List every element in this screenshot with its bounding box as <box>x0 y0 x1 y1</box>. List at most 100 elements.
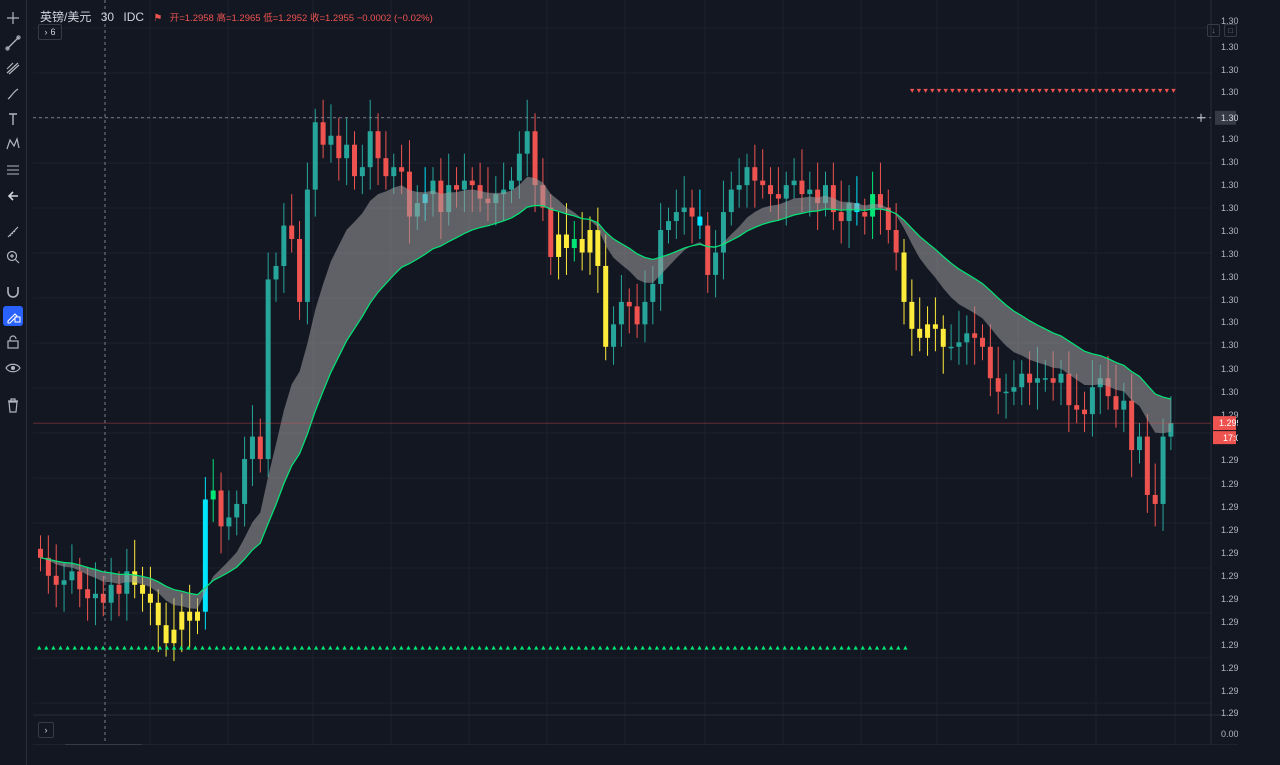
resistance-marker <box>1164 88 1169 93</box>
trend-line-icon[interactable] <box>3 33 23 53</box>
support-marker <box>235 645 241 650</box>
support-marker <box>164 645 170 650</box>
crosshair-icon[interactable] <box>3 8 23 28</box>
countdown-label: 17:07 <box>1223 433 1238 443</box>
zoom-in-icon[interactable] <box>3 247 23 267</box>
candle-body <box>147 593 153 603</box>
candle-body <box>163 625 169 644</box>
support-marker <box>434 645 439 650</box>
support-marker <box>555 645 560 650</box>
candle-body <box>1019 373 1025 388</box>
candle-body <box>728 189 734 213</box>
price-tick-label: 1.3055 <box>1221 134 1238 144</box>
support-marker <box>853 645 858 650</box>
lock-icon[interactable] <box>3 332 23 352</box>
indicators-toggle-button[interactable]: › 6 <box>38 24 62 40</box>
support-marker <box>349 645 354 650</box>
last-price-label: 1.2993 <box>1219 418 1238 428</box>
flag-icon[interactable]: ⚑ <box>153 13 163 24</box>
scroll-down-icon[interactable]: ↓ <box>1207 24 1220 37</box>
resistance-marker <box>990 88 995 93</box>
support-marker <box>427 645 432 650</box>
expand-pane-button[interactable]: › <box>38 722 54 738</box>
support-marker <box>619 645 624 650</box>
candle-body <box>430 180 436 195</box>
support-marker <box>477 645 482 650</box>
support-marker <box>271 645 276 650</box>
support-marker <box>697 645 702 650</box>
resistance-marker <box>1017 88 1022 93</box>
forecast-icon[interactable] <box>3 160 23 180</box>
back-arrow-icon[interactable] <box>3 186 23 206</box>
candle-body <box>909 301 915 329</box>
add-alert-icon <box>1197 113 1205 122</box>
support-marker <box>136 645 141 650</box>
support-marker <box>441 645 447 650</box>
candle-body <box>697 216 703 226</box>
resistance-marker <box>1030 88 1035 93</box>
ruler-icon[interactable] <box>3 222 23 242</box>
support-marker <box>761 645 766 650</box>
support-marker <box>72 645 77 650</box>
candle-body <box>791 180 797 186</box>
candle-body <box>155 602 161 626</box>
support-marker <box>789 645 794 650</box>
candle-body <box>846 203 852 222</box>
eye-icon[interactable] <box>3 358 23 378</box>
symbol-name[interactable]: 英镑/美元 <box>40 10 92 24</box>
pitchfork-icon[interactable] <box>3 58 23 78</box>
candle-body <box>1050 378 1056 383</box>
candle-body <box>618 301 624 325</box>
candle-body <box>744 167 750 186</box>
candle-body <box>85 589 91 599</box>
brush-icon[interactable] <box>3 84 23 104</box>
candle-body <box>1082 409 1088 415</box>
text-icon[interactable] <box>3 109 23 129</box>
candle-body <box>689 207 695 217</box>
support-marker <box>65 645 70 650</box>
price-tick-label: 1.2930 <box>1221 708 1238 718</box>
magnet-icon[interactable] <box>3 281 23 301</box>
support-marker <box>548 645 553 650</box>
candle-body <box>1074 405 1080 410</box>
lock-drawing-icon[interactable] <box>3 306 23 326</box>
price-tick-label: 1.3035 <box>1221 226 1238 236</box>
trash-icon[interactable] <box>3 395 23 415</box>
support-marker <box>583 645 589 650</box>
support-marker <box>37 645 42 650</box>
crosshair-price-label: 1.3061 <box>1221 113 1238 123</box>
candle-body <box>501 189 507 195</box>
support-marker <box>342 645 347 650</box>
candle-body <box>375 131 381 159</box>
pattern-icon[interactable] <box>3 134 23 154</box>
resistance-marker <box>1044 88 1049 93</box>
support-marker <box>782 645 787 650</box>
support-marker <box>313 645 319 650</box>
resistance-marker <box>983 88 989 93</box>
support-marker <box>321 645 326 650</box>
interval-label[interactable]: 30 <box>100 10 115 24</box>
resistance-marker <box>1003 88 1009 93</box>
support-marker <box>129 645 134 650</box>
support-marker <box>534 645 539 650</box>
candle-body <box>768 185 774 195</box>
resistance-marker <box>930 88 935 93</box>
resistance-marker <box>1070 88 1076 93</box>
resistance-marker <box>916 88 922 93</box>
candle-body <box>469 180 475 186</box>
price-chart[interactable]: 1.3080 1.3075 1.3070 1.3065 1.3055 1.3050 1.30… <box>33 0 1249 760</box>
support-marker <box>356 645 361 650</box>
resistance-marker <box>1023 88 1029 93</box>
price-tick-label: 1.2955 <box>1221 594 1238 604</box>
support-marker <box>704 645 709 650</box>
support-marker <box>519 645 525 650</box>
support-marker <box>541 645 546 650</box>
chart-pane[interactable]: 1.3080 1.3075 1.3070 1.3065 1.3055 1.3050 1.30… <box>33 0 1249 760</box>
support-marker <box>44 645 49 650</box>
support-marker <box>768 645 773 650</box>
maximize-pane-icon[interactable]: □ <box>1224 24 1237 37</box>
candle-body <box>328 135 334 145</box>
support-marker <box>576 645 581 650</box>
resistance-marker <box>1151 88 1156 93</box>
support-marker <box>732 645 738 650</box>
